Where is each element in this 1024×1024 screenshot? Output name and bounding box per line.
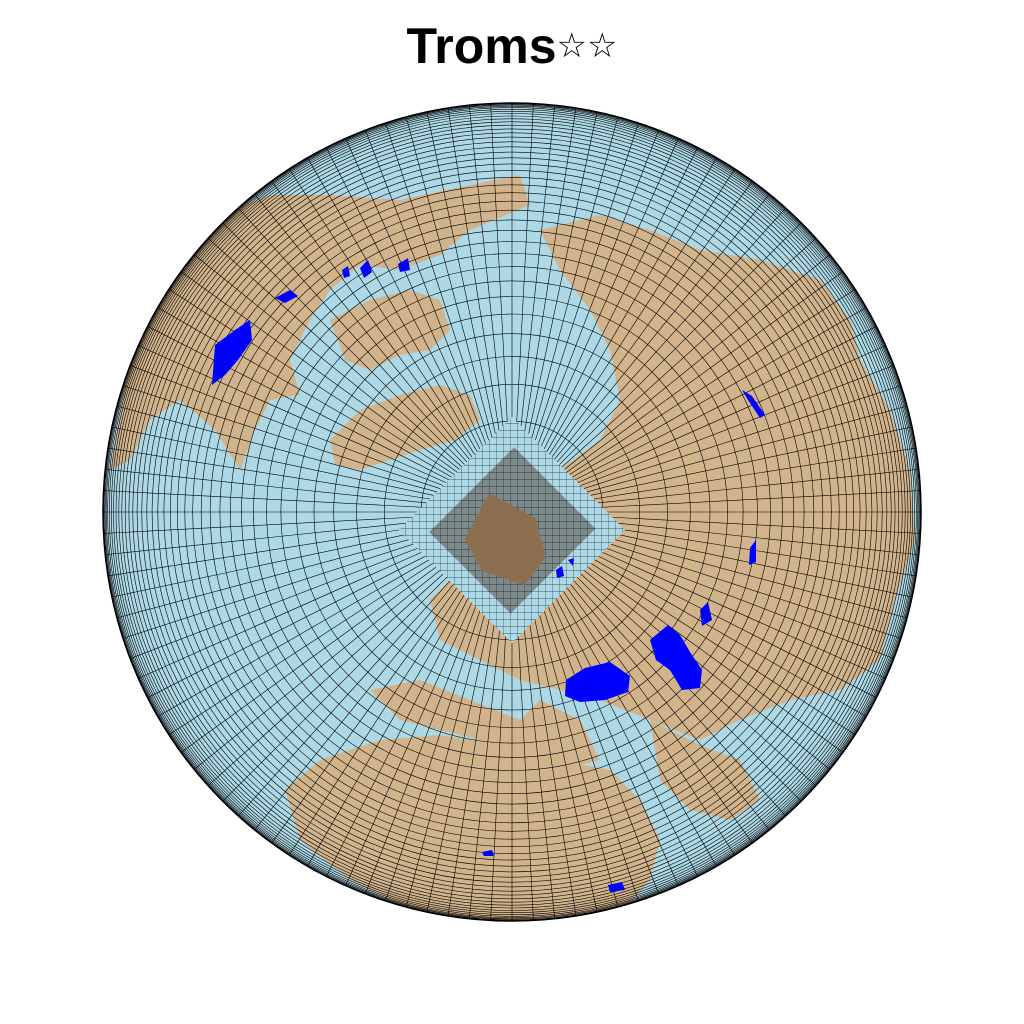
lake-baikal	[742, 390, 765, 418]
lake-black-sea	[565, 662, 630, 702]
land-masses	[110, 175, 915, 921]
lake-great-lakes-1	[212, 320, 252, 385]
lakes	[212, 258, 765, 892]
lake-east	[749, 540, 756, 565]
lake-aral	[700, 602, 712, 626]
land-greenland	[330, 385, 480, 470]
lake-africa-1	[482, 850, 494, 856]
globe-outline	[102, 102, 922, 922]
lake-small-1	[556, 566, 564, 578]
map-title-text: Troms	[406, 18, 557, 74]
lake-great-lakes-2	[275, 290, 298, 303]
title-stars: ☆☆	[556, 27, 618, 65]
refined-mesh-region	[398, 416, 626, 644]
lake-north-2	[360, 260, 372, 278]
lake-africa-2	[608, 882, 625, 892]
land-north-america	[110, 175, 530, 470]
lake-small-2	[568, 558, 574, 566]
land-arctic-archipelago	[330, 290, 450, 370]
land-eurasia	[430, 215, 915, 740]
lake-north-3	[398, 258, 410, 272]
mesh-grid	[103, 103, 921, 921]
map-title: Troms☆☆	[0, 14, 1024, 78]
lake-caspian	[650, 625, 702, 690]
lake-north-1	[342, 266, 350, 278]
land-arabia	[650, 720, 760, 820]
